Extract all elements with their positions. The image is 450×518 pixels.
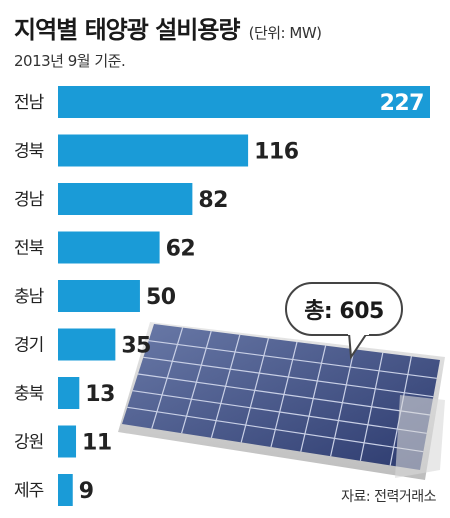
unit-label: (단위: MW) bbox=[248, 24, 322, 42]
value-label: 11 bbox=[82, 431, 112, 456]
bar bbox=[58, 425, 77, 458]
bar bbox=[58, 86, 430, 118]
category-label: 전남 bbox=[14, 93, 45, 113]
title-block: 지역별 태양광 설비용량 (단위: MW) bbox=[14, 10, 322, 45]
solar-panel-illustration bbox=[118, 322, 445, 480]
category-label: 충북 bbox=[14, 384, 44, 404]
value-label: 62 bbox=[166, 237, 196, 262]
category-label: 경북 bbox=[14, 142, 44, 162]
value-label: 13 bbox=[85, 382, 115, 407]
category-label: 경남 bbox=[14, 190, 45, 210]
category-label: 경기 bbox=[14, 336, 43, 356]
bar bbox=[58, 280, 140, 312]
bar bbox=[58, 328, 116, 361]
bar bbox=[58, 474, 73, 506]
bar bbox=[58, 183, 193, 215]
category-label: 제주 bbox=[14, 481, 44, 501]
total-text: 총: 605 bbox=[304, 299, 384, 324]
value-label: 116 bbox=[254, 140, 299, 165]
chart-subtitle: 2013년 9월 기준. bbox=[14, 52, 126, 70]
chart-title: 지역별 태양광 설비용량 bbox=[14, 16, 241, 44]
category-label: 전북 bbox=[14, 239, 44, 259]
value-label: 227 bbox=[380, 91, 424, 116]
bar bbox=[58, 377, 80, 409]
value-label: 9 bbox=[79, 479, 94, 504]
category-label: 강원 bbox=[14, 433, 43, 453]
callout-tail bbox=[347, 331, 369, 360]
total-callout: 총: 605 bbox=[285, 282, 403, 336]
bar bbox=[58, 231, 160, 264]
value-label: 50 bbox=[146, 285, 176, 310]
source-note: 자료: 전력거래소 bbox=[341, 489, 436, 505]
category-label: 충남 bbox=[14, 287, 45, 307]
value-label: 35 bbox=[121, 334, 151, 359]
bar bbox=[58, 134, 249, 167]
value-label: 82 bbox=[198, 188, 228, 213]
